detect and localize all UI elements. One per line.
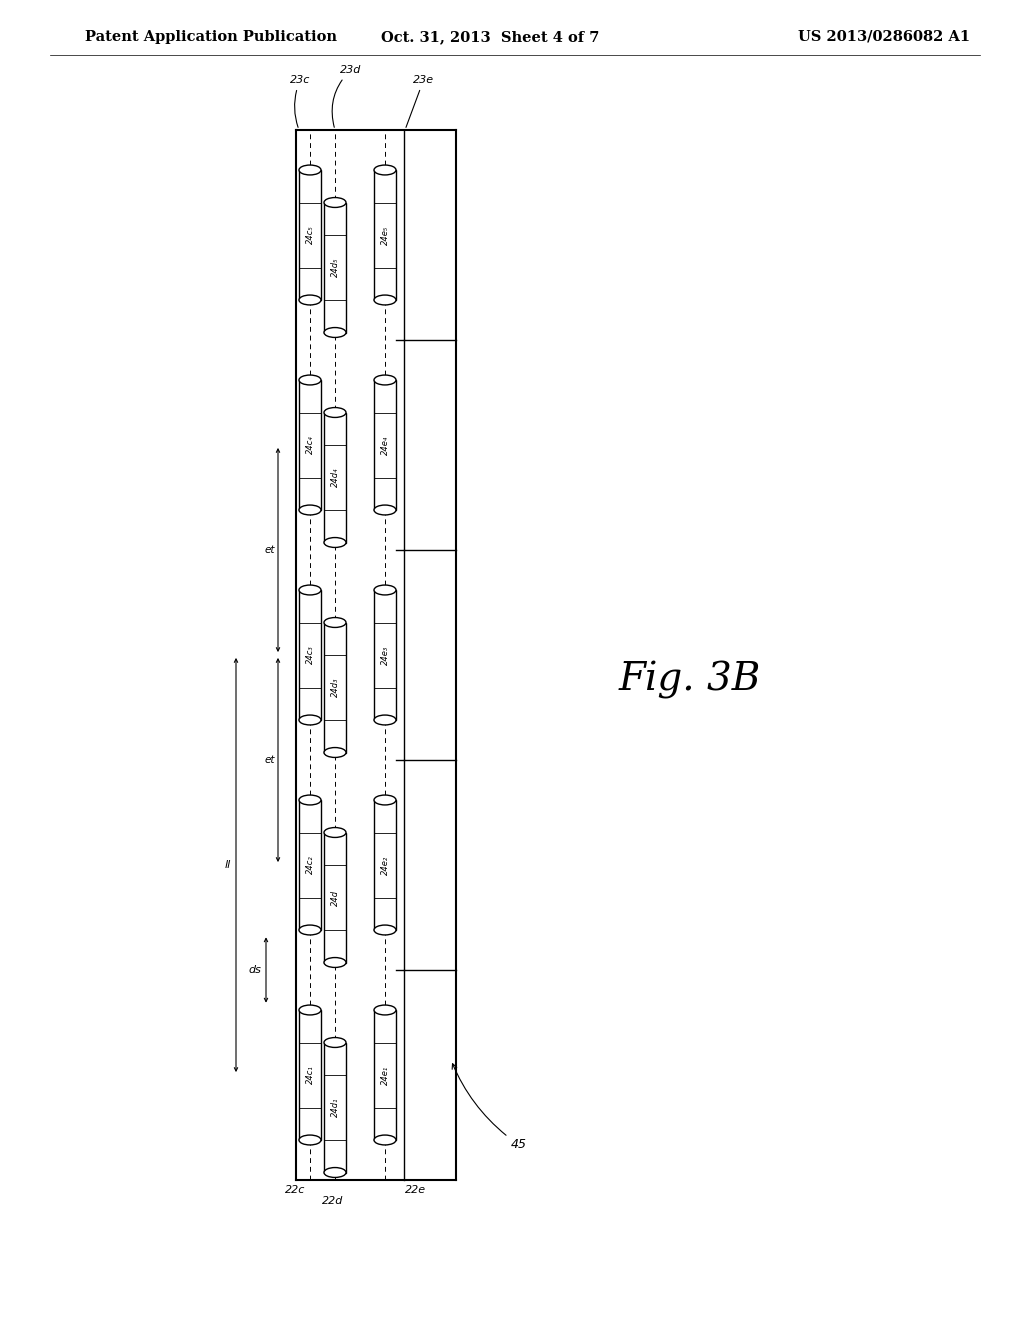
Text: 22e: 22e	[406, 1185, 426, 1195]
Bar	[324, 623, 346, 752]
Bar	[374, 800, 396, 931]
Ellipse shape	[299, 715, 321, 725]
Text: Oct. 31, 2013  Sheet 4 of 7: Oct. 31, 2013 Sheet 4 of 7	[381, 30, 599, 44]
Bar	[299, 590, 321, 719]
Bar	[324, 1043, 346, 1172]
Text: ll: ll	[224, 861, 231, 870]
Bar	[299, 170, 321, 300]
Bar	[374, 590, 396, 719]
Ellipse shape	[299, 1005, 321, 1015]
Text: 23e: 23e	[406, 75, 434, 128]
Bar	[299, 380, 321, 510]
Text: 24c₅: 24c₅	[305, 226, 314, 244]
Text: 24c₃: 24c₃	[305, 645, 314, 664]
Bar	[324, 202, 346, 333]
Ellipse shape	[374, 925, 396, 935]
Text: 24d₅: 24d₅	[331, 257, 340, 277]
Ellipse shape	[299, 1135, 321, 1144]
Bar	[374, 1010, 396, 1140]
Ellipse shape	[374, 1135, 396, 1144]
Ellipse shape	[324, 1168, 346, 1177]
Ellipse shape	[374, 795, 396, 805]
Ellipse shape	[299, 925, 321, 935]
Ellipse shape	[374, 506, 396, 515]
Text: 24c₂: 24c₂	[305, 855, 314, 874]
Ellipse shape	[374, 165, 396, 176]
Ellipse shape	[299, 795, 321, 805]
Ellipse shape	[374, 296, 396, 305]
Text: Fig. 3B: Fig. 3B	[618, 661, 761, 700]
Ellipse shape	[299, 506, 321, 515]
Text: 22d: 22d	[323, 1196, 344, 1206]
Ellipse shape	[299, 165, 321, 176]
Text: 24e₄: 24e₄	[381, 436, 389, 454]
Ellipse shape	[324, 198, 346, 207]
Ellipse shape	[374, 585, 396, 595]
Bar	[299, 1010, 321, 1140]
Bar	[324, 833, 346, 962]
Text: 23c: 23c	[290, 75, 310, 128]
Ellipse shape	[299, 296, 321, 305]
Text: 24d₁: 24d₁	[331, 1098, 340, 1117]
Text: 24e₅: 24e₅	[381, 226, 389, 244]
Ellipse shape	[374, 715, 396, 725]
Ellipse shape	[374, 375, 396, 385]
Text: et: et	[264, 545, 275, 554]
Text: 22c: 22c	[285, 1185, 305, 1195]
Text: 24d₃: 24d₃	[331, 677, 340, 697]
Bar	[374, 170, 396, 300]
Text: ds: ds	[248, 965, 261, 975]
Ellipse shape	[299, 375, 321, 385]
Ellipse shape	[324, 1038, 346, 1048]
Text: 45: 45	[453, 1064, 527, 1151]
Text: et: et	[264, 755, 275, 766]
Text: 24d: 24d	[331, 890, 340, 906]
Text: Patent Application Publication: Patent Application Publication	[85, 30, 337, 44]
Ellipse shape	[324, 747, 346, 758]
Text: 24e₂: 24e₂	[381, 855, 389, 875]
Bar	[374, 380, 396, 510]
Text: 24d₄: 24d₄	[331, 467, 340, 487]
Ellipse shape	[324, 408, 346, 417]
Ellipse shape	[324, 957, 346, 968]
Text: 24e₃: 24e₃	[381, 645, 389, 665]
Ellipse shape	[374, 1005, 396, 1015]
Text: 24c₁: 24c₁	[305, 1065, 314, 1084]
Ellipse shape	[324, 327, 346, 338]
Bar	[299, 800, 321, 931]
Text: US 2013/0286082 A1: US 2013/0286082 A1	[798, 30, 970, 44]
Ellipse shape	[324, 618, 346, 627]
Text: 24e₁: 24e₁	[381, 1065, 389, 1085]
Ellipse shape	[299, 585, 321, 595]
Text: 24c₄: 24c₄	[305, 436, 314, 454]
Ellipse shape	[324, 828, 346, 837]
Text: 23d: 23d	[332, 65, 361, 127]
Bar	[324, 412, 346, 543]
Ellipse shape	[324, 537, 346, 548]
